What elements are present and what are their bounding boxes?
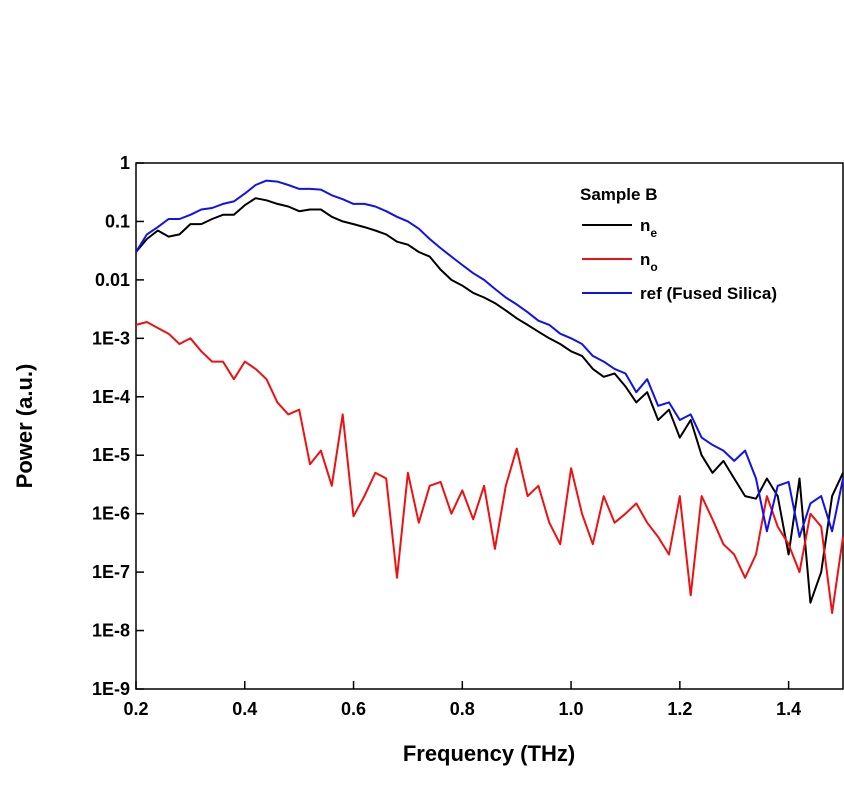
legend-name: ref (Fused Silica) xyxy=(640,284,777,303)
y-tick-label: 1E-4 xyxy=(92,387,130,407)
x-axis-title: Frequency (THz) xyxy=(403,741,575,766)
legend-name: n xyxy=(640,216,650,235)
legend-label: ne xyxy=(640,216,657,240)
x-tick-label: 1.0 xyxy=(559,699,584,719)
y-tick-label: 1E-7 xyxy=(92,562,130,582)
y-tick-label: 1E-9 xyxy=(92,679,130,699)
y-tick-label: 0.01 xyxy=(95,270,130,290)
x-tick-label: 0.8 xyxy=(450,699,475,719)
y-tick-label: 1E-3 xyxy=(92,328,130,348)
y-tick-label: 1E-5 xyxy=(92,445,130,465)
x-tick-label: 0.6 xyxy=(341,699,366,719)
legend-subscript: e xyxy=(650,226,657,240)
data-line xyxy=(135,321,844,614)
legend-label: ref (Fused Silica) xyxy=(640,284,777,303)
y-tick-label: 1E-6 xyxy=(92,504,130,524)
y-axis-title: Power (a.u.) xyxy=(12,364,37,489)
plot-frame xyxy=(135,162,844,690)
x-tick-label: 0.2 xyxy=(123,699,148,719)
legend-name: n xyxy=(640,250,650,269)
y-tick-label: 1E-8 xyxy=(92,621,130,641)
data-line xyxy=(135,197,844,604)
legend-label: no xyxy=(640,250,658,274)
x-tick-label: 1.4 xyxy=(776,699,801,719)
x-tick-label: 0.4 xyxy=(232,699,257,719)
y-tick-label: 1 xyxy=(120,153,130,173)
y-tick-label: 0.1 xyxy=(105,211,130,231)
data-line xyxy=(135,179,844,538)
legend-subscript: o xyxy=(650,260,657,274)
x-tick-label: 1.2 xyxy=(667,699,692,719)
legend-title: Sample B xyxy=(580,185,657,204)
